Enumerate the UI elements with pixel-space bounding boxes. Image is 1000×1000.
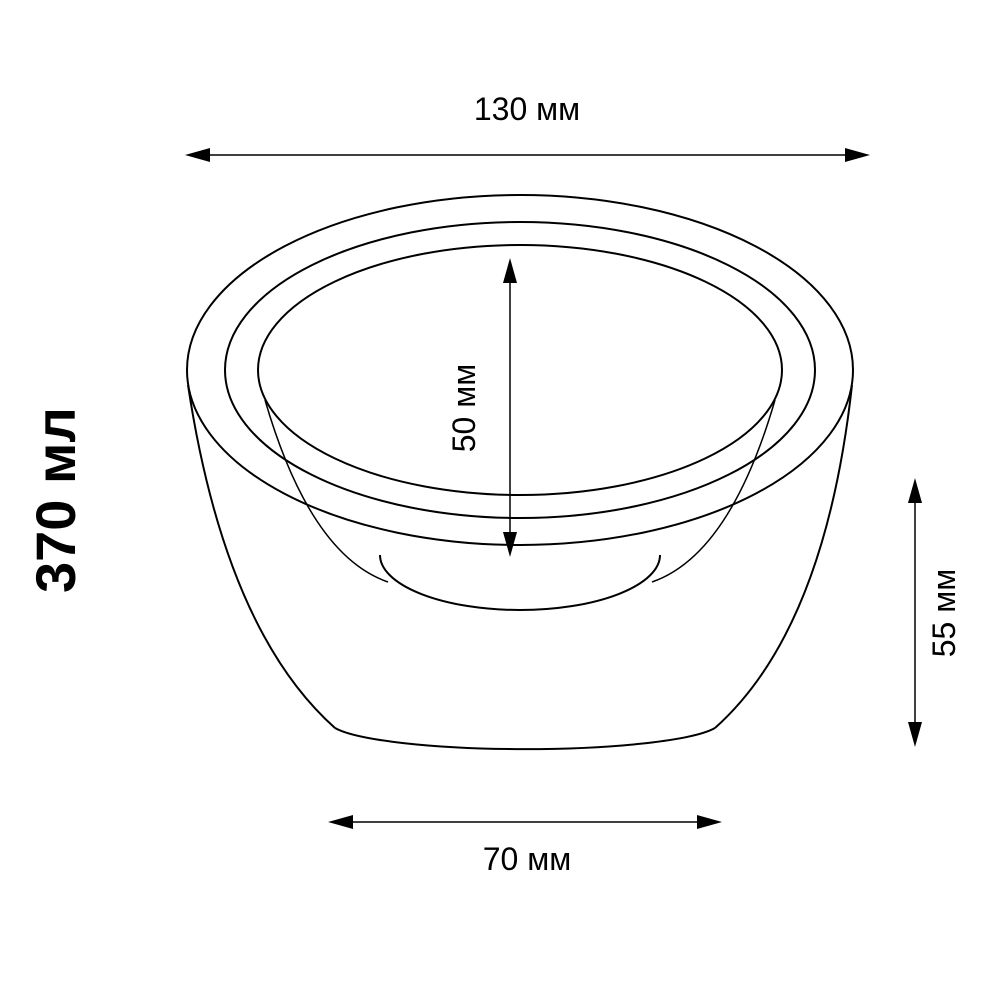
dimension-side-height-label: 55 мм xyxy=(926,569,962,657)
bowl-bottom-arc xyxy=(335,728,715,749)
dimension-side-height: 55 мм xyxy=(908,478,962,747)
bowl-inside-bottom xyxy=(380,555,660,610)
bowl-inner-wall-left xyxy=(265,400,388,582)
dimension-inner-depth-label: 50 мм xyxy=(446,364,482,452)
bowl-body-left xyxy=(188,385,335,728)
dimension-top-width-label: 130 мм xyxy=(474,91,580,127)
dimension-top-width: 130 мм xyxy=(185,91,870,162)
bowl-inner-wall-right xyxy=(652,400,775,582)
bowl-outer-rim xyxy=(187,195,853,545)
dimension-inner-depth: 50 мм xyxy=(446,258,517,557)
bowl-outline xyxy=(187,195,853,749)
dimension-bottom-width: 70 мм xyxy=(328,815,722,877)
bowl-rim-inner xyxy=(225,222,815,518)
dimension-bottom-width-label: 70 мм xyxy=(483,841,571,877)
bowl-inner-opening xyxy=(258,245,782,495)
bowl-technical-drawing: 370 мл 130 мм 50 мм xyxy=(0,0,1000,1000)
volume-label: 370 мл xyxy=(24,407,87,593)
